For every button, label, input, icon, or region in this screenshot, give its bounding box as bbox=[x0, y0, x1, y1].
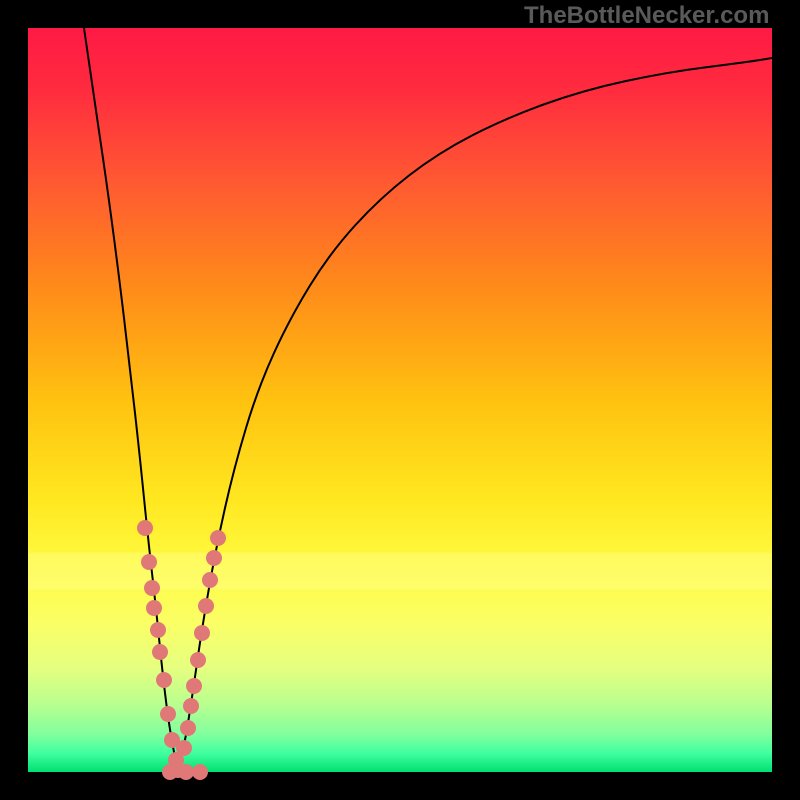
curves-layer bbox=[28, 28, 772, 772]
right-curve bbox=[178, 58, 772, 770]
left-curve bbox=[84, 28, 178, 770]
chart-container: TheBottleNecker.com bbox=[0, 0, 800, 800]
plot-area bbox=[28, 28, 772, 772]
